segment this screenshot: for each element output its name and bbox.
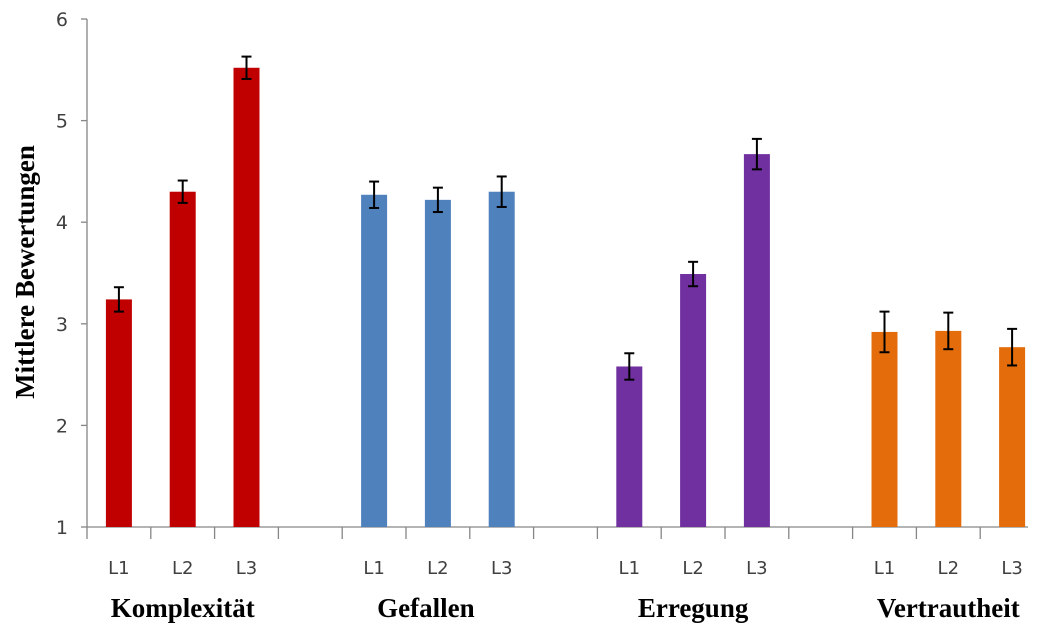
bars xyxy=(105,67,1026,528)
bar-1-l1 xyxy=(105,299,132,527)
x-tick-label: L3 xyxy=(746,558,767,579)
error-bar xyxy=(113,286,124,313)
x-tick-label: L1 xyxy=(619,558,640,579)
error-bar xyxy=(496,175,507,208)
bar-2-l3 xyxy=(488,191,515,527)
error-bar xyxy=(943,311,954,351)
x-tick-label: L3 xyxy=(1001,558,1022,579)
error-bars xyxy=(113,55,1018,381)
bar-4-l3 xyxy=(999,347,1026,527)
bar-3-l1 xyxy=(616,366,643,527)
bar-2-l2 xyxy=(424,199,451,527)
bar-3-l2 xyxy=(680,274,707,527)
x-tick-label: L1 xyxy=(108,558,129,579)
x-tick-label: L1 xyxy=(363,558,384,579)
x-tick-label: L3 xyxy=(236,558,257,579)
bar-1-l3 xyxy=(233,67,260,527)
error-bar xyxy=(369,180,380,209)
x-tick-label: L2 xyxy=(938,558,959,579)
error-bar xyxy=(241,55,252,80)
category-labels: L1 L2 L3 Komplexität L1 L2 L3 Gefallen L1 L2 L3 Err… xyxy=(108,558,1023,623)
y-tick-label: 3 xyxy=(56,314,68,336)
bar-4-l1 xyxy=(871,331,898,527)
error-bar xyxy=(1007,327,1018,367)
error-bar xyxy=(432,186,443,214)
x-tick-label: L2 xyxy=(172,558,193,579)
y-tick-label: 6 xyxy=(56,9,68,31)
x-tick-label: L2 xyxy=(682,558,703,579)
error-bar xyxy=(879,310,890,354)
error-bar xyxy=(688,260,699,288)
x-tick-label: L2 xyxy=(427,558,448,579)
group-label: Vertrautheit xyxy=(877,593,1020,623)
y-tick-label: 2 xyxy=(56,415,68,437)
group-label: Komplexität xyxy=(111,593,255,623)
error-bar xyxy=(624,352,635,381)
y-axis: 1 2 3 4 5 6 xyxy=(56,9,88,539)
bar-2-l1 xyxy=(361,194,388,527)
group-label: Erregung xyxy=(638,593,749,623)
y-tick-label: 4 xyxy=(56,212,68,234)
bar-3-l3 xyxy=(743,154,770,528)
error-bar xyxy=(177,179,188,204)
bar-1-l2 xyxy=(169,191,196,527)
y-axis-title: Mittlere Bewertungen xyxy=(10,145,40,399)
error-bar xyxy=(751,137,762,171)
x-tick-label: L3 xyxy=(491,558,512,579)
group-label: Gefallen xyxy=(377,593,474,623)
bar-4-l2 xyxy=(935,330,962,527)
x-axis xyxy=(86,526,1028,539)
x-tick-label: L1 xyxy=(874,558,895,579)
y-tick-label: 5 xyxy=(56,111,68,133)
y-tick-label: 1 xyxy=(56,517,68,539)
